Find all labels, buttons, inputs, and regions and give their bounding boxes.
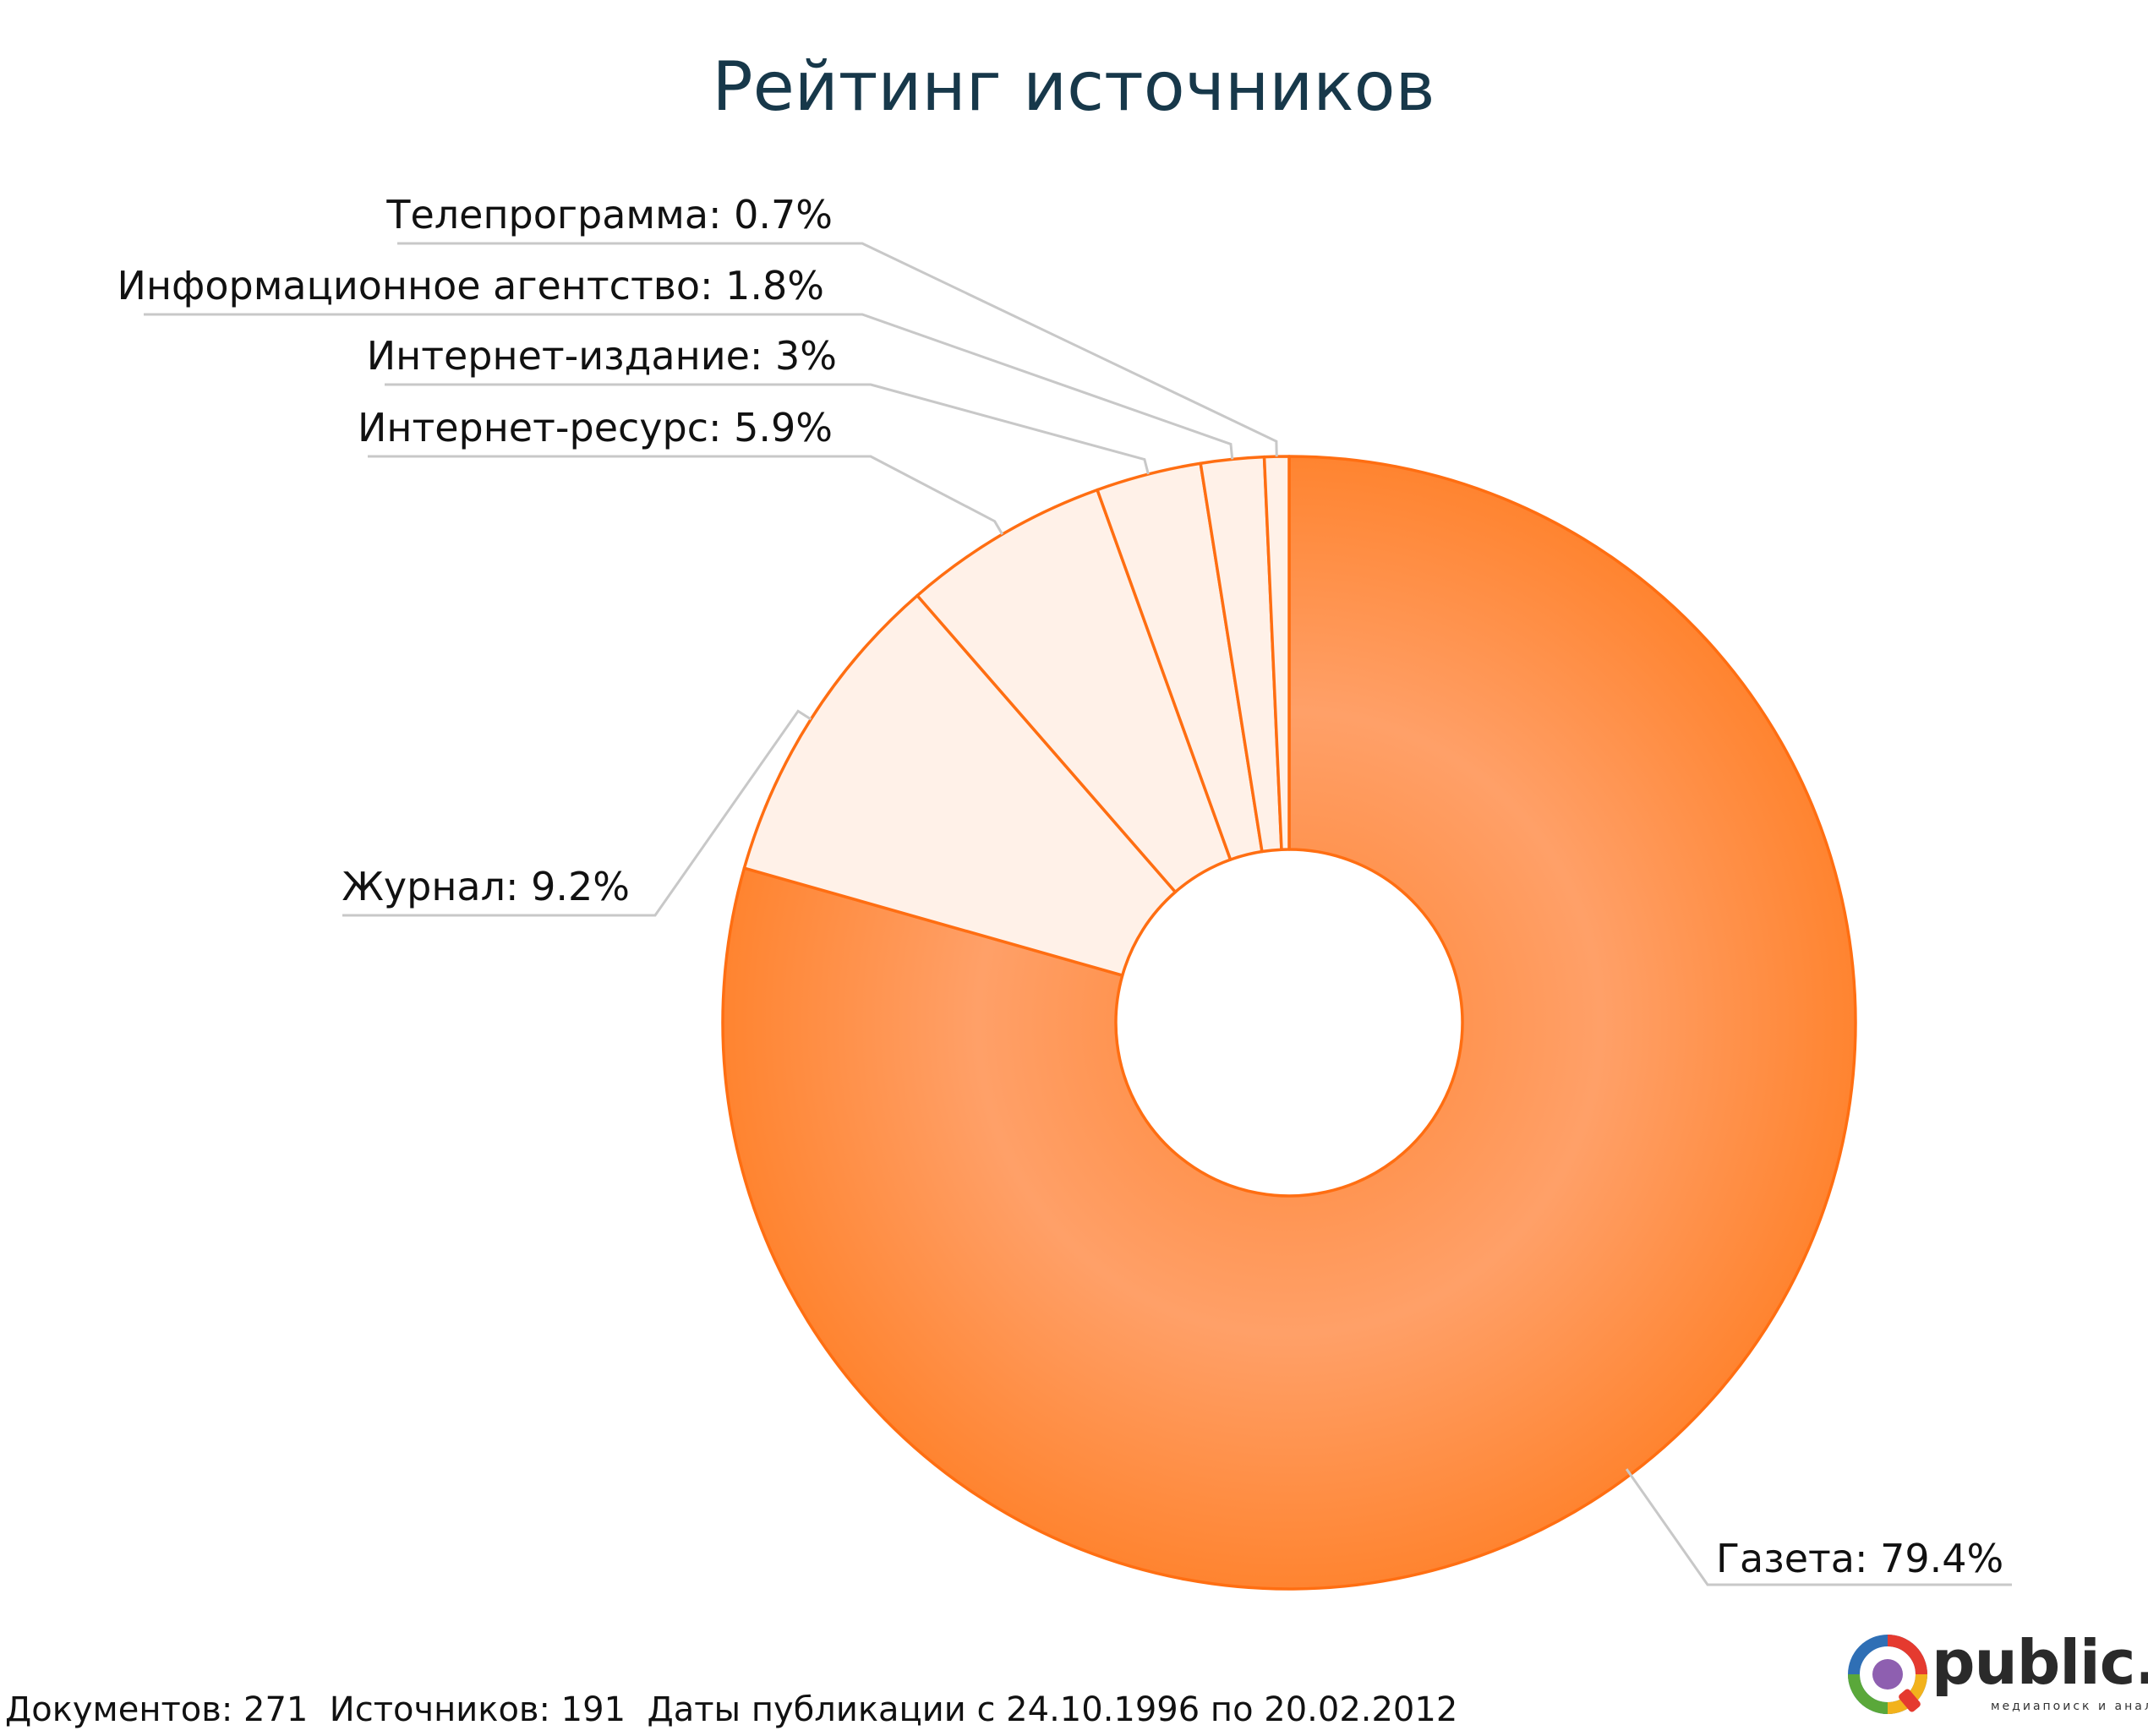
- leader-line-1: [342, 709, 812, 917]
- logo-text: public.ru: [1932, 1627, 2148, 1698]
- pie-slice-0: [721, 455, 1857, 1591]
- pie-slice-1: [742, 593, 1178, 977]
- public-ru-logo-icon: [1848, 1635, 1927, 1714]
- footer-stats: Документов: 271 Источников: 191 Даты пуб…: [5, 1690, 1458, 1729]
- chart-title: Рейтинг источников: [712, 47, 1435, 126]
- public-ru-logo[interactable]: public.ru медиапоиск и анализ: [1847, 1627, 2148, 1720]
- slice-label-2: Интернет-ресурс: 5.9%: [358, 405, 833, 450]
- slice-label-4: Информационное агентство: 1.8%: [118, 263, 824, 308]
- slice-label-1: Журнал: 9.2%: [342, 864, 630, 909]
- pie-slice-5: [1262, 455, 1291, 851]
- slice-label-0: Газета: 79.4%: [1716, 1536, 2003, 1581]
- leader-line-3: [385, 383, 1150, 475]
- leader-line-4: [144, 313, 1234, 460]
- slice-label-5: Телепрограмма: 0.7%: [385, 192, 833, 237]
- slice-label-3: Интернет-издание: 3%: [367, 333, 837, 379]
- leader-line-5: [397, 242, 1278, 457]
- pie-slice-2: [915, 488, 1233, 894]
- leader-line-2: [368, 455, 1004, 535]
- logo-tagline: медиапоиск и анализ: [1991, 1700, 2148, 1713]
- leader-line-0: [1625, 1468, 2012, 1586]
